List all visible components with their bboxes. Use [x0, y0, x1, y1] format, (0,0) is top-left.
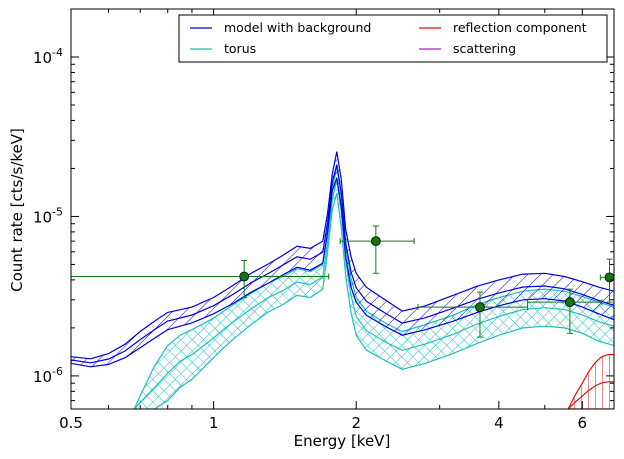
line-reflection-upper — [567, 354, 614, 409]
data-point — [71, 259, 330, 299]
data-marker — [239, 271, 250, 282]
y-tick-label: 10-4 — [33, 46, 63, 67]
band-model — [71, 151, 614, 367]
data-point — [339, 225, 415, 274]
x-tick-label: 0.5 — [59, 414, 83, 432]
x-tick-label: 4 — [494, 414, 504, 432]
band-reflection — [568, 354, 614, 409]
data-point — [527, 288, 603, 334]
legend-box — [178, 14, 608, 63]
legend-label-reflection: reflection component — [453, 20, 587, 35]
y-tick-labels: 10-6 10-5 10-4 — [33, 46, 63, 386]
plot-frame — [70, 8, 615, 410]
line-model-center — [71, 164, 614, 364]
data-point — [417, 291, 529, 338]
x-tick-labels: 0.5 1 2 4 6 — [59, 414, 587, 432]
plot-area — [71, 151, 614, 409]
line-model-upper — [71, 151, 614, 360]
minor-ticks — [71, 8, 615, 409]
x-tick-label: 6 — [578, 414, 588, 432]
x-axis-label: Energy [keV] — [294, 432, 391, 450]
data-marker — [370, 236, 381, 247]
data-marker — [475, 302, 485, 313]
data-marker — [565, 297, 575, 308]
legend: model with background torus reflection c… — [178, 14, 608, 63]
data-marker — [604, 272, 614, 283]
x-tick-label: 2 — [351, 414, 361, 432]
band-torus — [134, 166, 614, 409]
line-reflection-center — [567, 381, 614, 409]
y-axis-label: Count rate [cts/s/keV] — [8, 128, 26, 292]
legend-label-torus: torus — [224, 41, 256, 56]
x-tick-label: 1 — [209, 414, 219, 432]
y-tick-label: 10-6 — [33, 365, 63, 386]
line-torus-lower — [134, 192, 614, 409]
legend-label-scattering: scattering — [453, 41, 516, 56]
y-tick-label: 10-5 — [33, 205, 63, 226]
legend-label-model: model with background — [224, 20, 371, 35]
